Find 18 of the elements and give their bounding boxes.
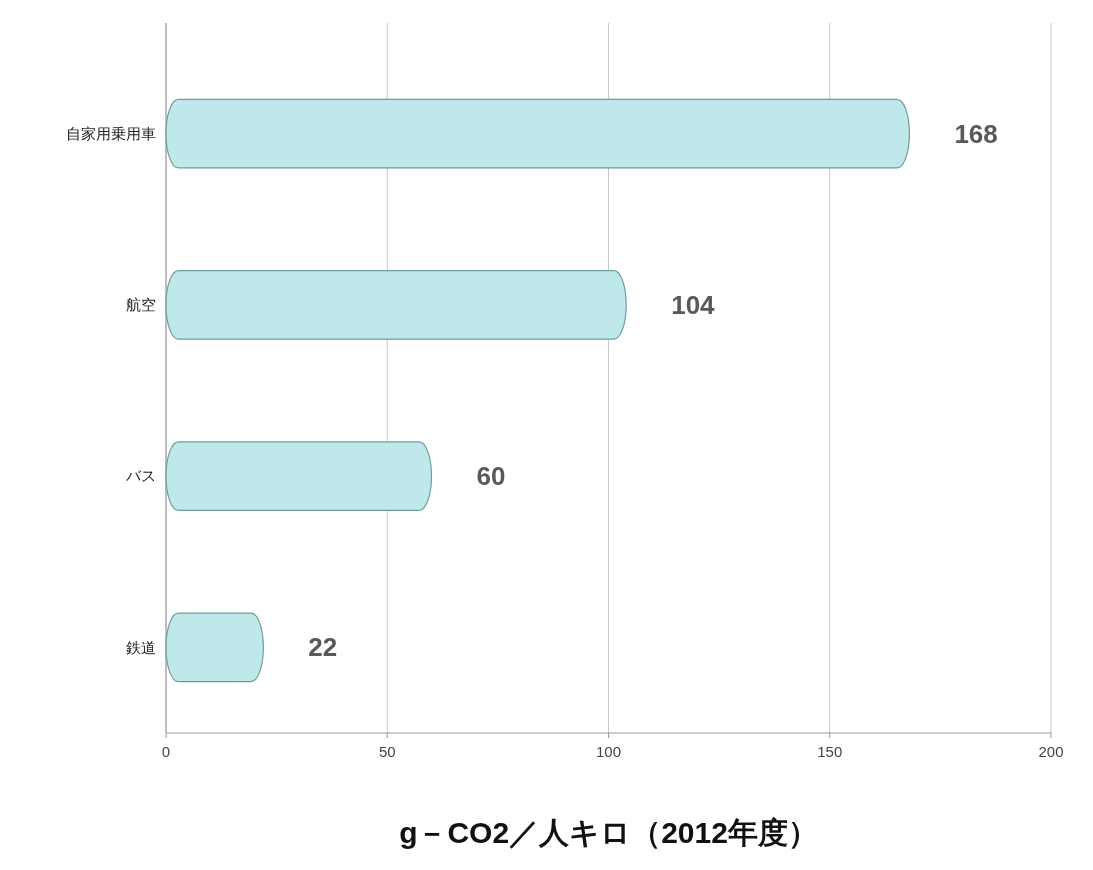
x-axis-title: g－CO2／人キロ（2012年度）	[399, 816, 818, 849]
x-tick-label: 0	[161, 743, 171, 760]
x-tick-label: 50	[378, 743, 396, 760]
bar	[165, 441, 433, 511]
data-label: 168	[954, 118, 998, 149]
y-tick-label: 航空	[126, 296, 156, 314]
bar	[165, 98, 910, 169]
y-tick-label: 鉄道	[126, 638, 156, 656]
data-label: 60	[476, 461, 506, 492]
y-tick-label: 自家用乗用車	[66, 124, 156, 142]
y-tick-label: バス	[125, 467, 156, 485]
x-tick-label: 150	[817, 743, 843, 760]
bar	[165, 270, 627, 340]
x-tick-label: 100	[595, 743, 622, 760]
x-tick-label: 200	[1038, 743, 1064, 760]
data-label: 22	[308, 632, 338, 663]
bar	[165, 612, 264, 683]
data-label: 104	[671, 289, 716, 320]
